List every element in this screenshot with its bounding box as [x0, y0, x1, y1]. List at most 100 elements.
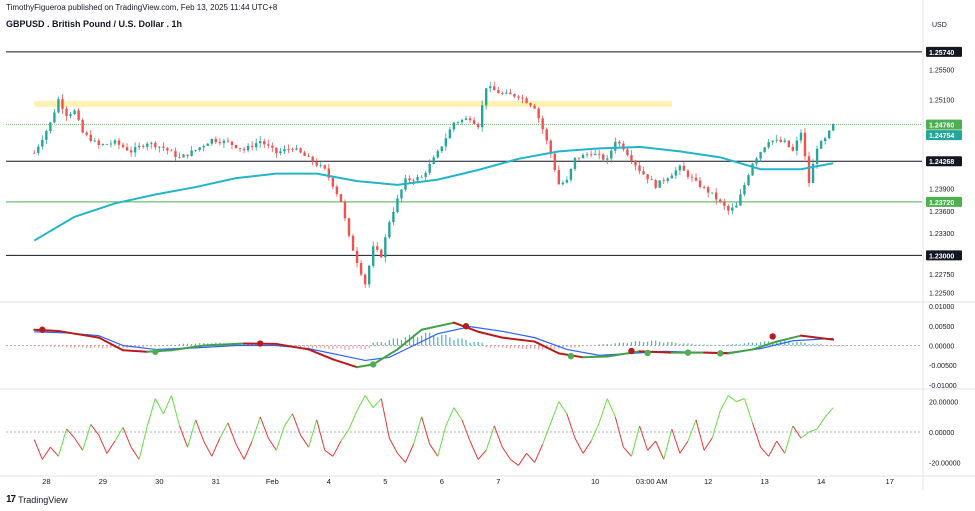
oscillator-line-segment: [445, 407, 455, 427]
symbol-title[interactable]: GBPUSD . British Pound / U.S. Dollar . 1…: [6, 19, 183, 29]
macd-histogram-bar: [723, 345, 725, 346]
macd-histogram-bar: [634, 341, 637, 346]
macd-histogram-bar: [53, 345, 56, 347]
oscillator-line-segment: [647, 440, 657, 451]
candle: [513, 94, 516, 97]
macd-histogram-bar: [364, 345, 366, 350]
oscillator-line-segment: [639, 425, 649, 451]
macd-histogram-bar: [174, 344, 177, 346]
macd-histogram-bar: [719, 345, 721, 346]
macd-histogram-bar: [158, 345, 160, 347]
oscillator-line-segment: [211, 437, 221, 457]
macd-histogram-bar: [755, 343, 758, 346]
macd-histogram-bar: [481, 342, 483, 346]
candle: [545, 129, 548, 141]
candle: [541, 118, 544, 130]
candle: [763, 147, 766, 153]
macd-histogram-bar: [820, 344, 822, 346]
candle: [759, 152, 762, 159]
macd-histogram-bar: [178, 344, 181, 346]
oscillator-line-segment: [542, 422, 552, 445]
candle: [521, 97, 524, 99]
candle: [327, 168, 331, 178]
candle: [263, 141, 266, 145]
tradingview-logo[interactable]: 17 TradingView: [6, 494, 68, 505]
candle: [307, 155, 310, 157]
price-axis-tick: 1.25500: [929, 68, 954, 75]
candle: [57, 99, 60, 113]
oscillator-line-segment: [550, 401, 560, 424]
candle: [646, 174, 649, 180]
candle: [347, 218, 351, 236]
oscillator-line-segment: [50, 446, 59, 457]
oscillator-line-segment: [324, 449, 334, 457]
time-axis-label: 10: [591, 477, 599, 486]
oscillator-line-segment: [695, 419, 705, 451]
candle: [376, 246, 379, 250]
candle: [182, 154, 185, 158]
macd-histogram-bar: [626, 343, 629, 346]
candle: [226, 140, 230, 142]
macd-histogram-bar: [57, 345, 60, 347]
oscillator-line-segment: [284, 413, 293, 427]
oscillator-line-segment: [679, 440, 689, 454]
macd-histogram-bar: [739, 344, 742, 346]
oscillator-line-segment: [130, 446, 140, 460]
candle: [291, 149, 294, 151]
oscillator-line-segment: [485, 425, 495, 451]
tradingview-logo-icon: 17: [6, 494, 16, 505]
price-axis-tick: 1.25100: [929, 97, 954, 104]
time-axis-label: 28: [42, 477, 50, 486]
candle: [97, 140, 101, 145]
oscillator-line-segment: [824, 407, 834, 418]
candle: [666, 178, 669, 181]
macd-histogram-bar: [493, 345, 495, 348]
macd-histogram-bar: [747, 342, 750, 346]
macd-histogram-bar: [142, 345, 144, 348]
candle: [133, 147, 137, 153]
macd-line-segment: [73, 332, 100, 339]
candle: [73, 110, 76, 115]
macd-histogram-bar: [61, 345, 64, 347]
oscillator-line-segment: [736, 398, 745, 403]
macd-histogram-bar: [195, 343, 197, 346]
candle: [529, 103, 532, 106]
macd-histogram-bar: [687, 343, 689, 346]
time-axis-label: 4: [327, 477, 331, 486]
candle: [355, 250, 359, 264]
macd-histogram-bar: [412, 334, 415, 346]
level-price-label: 1.25740: [929, 50, 954, 57]
macd-histogram-bar: [324, 345, 326, 349]
macd-line-segment: [638, 350, 673, 354]
macd-histogram-bar: [534, 345, 536, 349]
macd-histogram-bar: [186, 343, 189, 346]
candle: [105, 144, 109, 145]
macd-histogram-bar: [384, 342, 386, 346]
macd-histogram-bar: [751, 342, 754, 346]
candle: [158, 146, 161, 148]
macd-histogram-bar: [699, 344, 701, 346]
macd-line-segment: [97, 336, 125, 352]
macd-histogram-bar: [299, 345, 302, 348]
macd-histogram-bar: [529, 345, 532, 349]
macd-histogram-bar: [800, 341, 802, 346]
price-axis-tick: 1.23900: [929, 187, 954, 194]
macd-histogram-bar: [368, 345, 370, 349]
macd-histogram-bar: [445, 334, 447, 346]
oscillator-line-segment: [356, 395, 366, 411]
macd-histogram-bar: [683, 343, 685, 346]
candle: [606, 158, 609, 160]
macd-histogram-bar: [82, 345, 84, 348]
macd-cross-dot: [628, 347, 635, 355]
candle: [125, 147, 129, 151]
macd-histogram-bar: [663, 342, 665, 346]
macd-histogram-bar: [489, 345, 491, 348]
candle: [460, 119, 464, 123]
macd-histogram-bar: [715, 345, 717, 346]
oscillator-line-segment: [106, 440, 116, 454]
macd-histogram-bar: [360, 345, 362, 350]
oscillator-line-segment: [122, 427, 132, 448]
oscillator-line-segment: [453, 407, 463, 421]
macd-histogram-bar: [37, 345, 39, 347]
